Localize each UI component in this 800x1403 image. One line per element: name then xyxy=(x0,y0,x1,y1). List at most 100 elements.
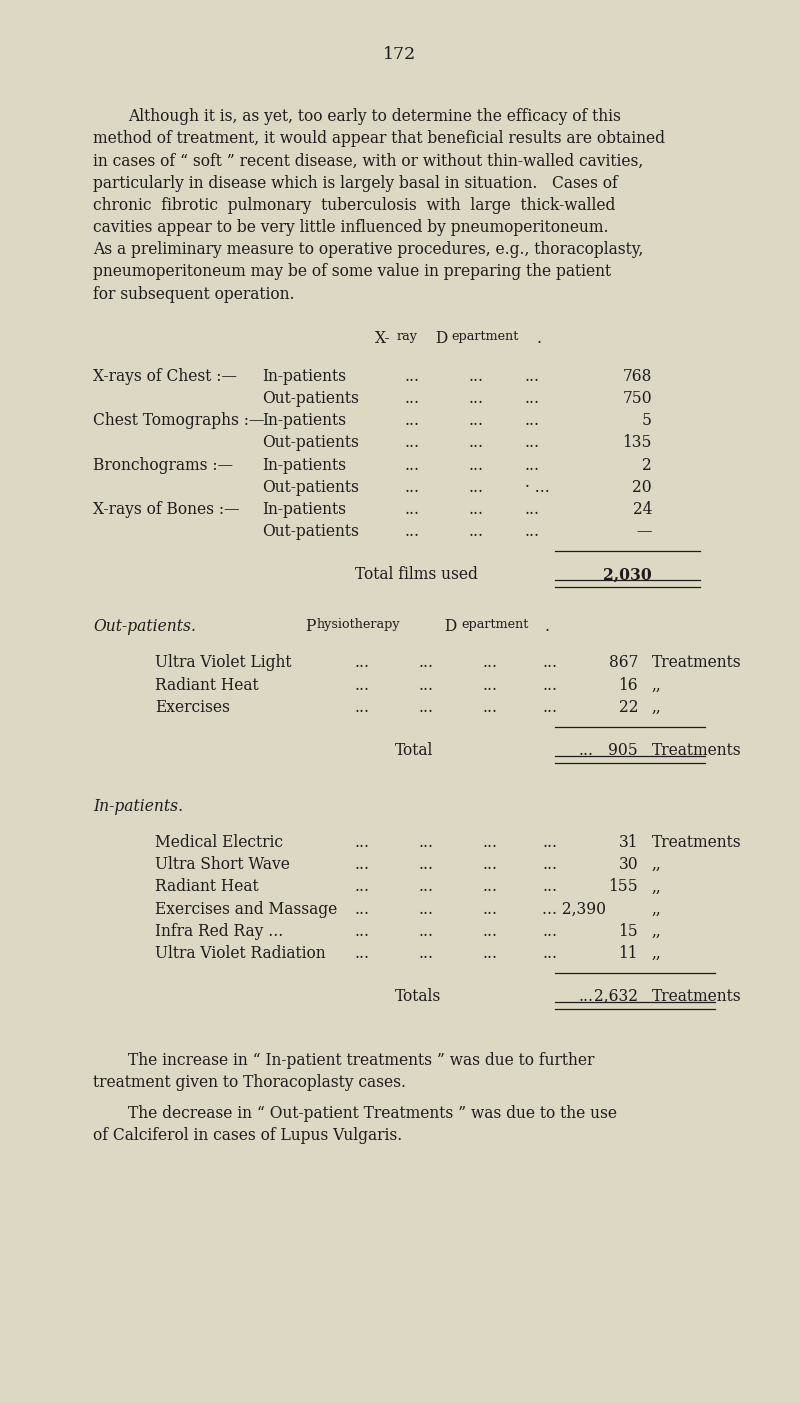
Text: Radiant Heat: Radiant Heat xyxy=(155,878,258,895)
Text: D: D xyxy=(440,619,458,636)
Text: 155: 155 xyxy=(608,878,638,895)
Text: Out-patients: Out-patients xyxy=(262,523,359,540)
Text: ...: ... xyxy=(355,654,370,672)
Text: 750: 750 xyxy=(622,390,652,407)
Text: 867: 867 xyxy=(609,654,638,672)
Text: 20: 20 xyxy=(632,478,652,495)
Text: Out-patients: Out-patients xyxy=(262,478,359,495)
Text: ...: ... xyxy=(405,501,420,518)
Text: .: . xyxy=(537,330,542,347)
Text: ,,: ,, xyxy=(652,923,662,940)
Text: 30: 30 xyxy=(618,856,638,873)
Text: 768: 768 xyxy=(622,368,652,384)
Text: Bronchograms :—: Bronchograms :— xyxy=(93,456,233,474)
Text: Treatments: Treatments xyxy=(652,742,742,759)
Text: ...: ... xyxy=(405,456,420,474)
Text: ...: ... xyxy=(418,923,433,940)
Text: in cases of “ soft ” recent disease, with or without thin-walled cavities,: in cases of “ soft ” recent disease, wit… xyxy=(93,153,643,170)
Text: Out-patients.: Out-patients. xyxy=(93,619,196,636)
Text: Treatments: Treatments xyxy=(652,988,742,1005)
Text: ...: ... xyxy=(482,923,497,940)
Text: 2,632: 2,632 xyxy=(594,988,638,1005)
Text: ...: ... xyxy=(355,946,370,962)
Text: The increase in “ In-patient treatments ” was due to further: The increase in “ In-patient treatments … xyxy=(128,1052,594,1069)
Text: ...: ... xyxy=(355,901,370,918)
Text: ...: ... xyxy=(468,390,483,407)
Text: ...: ... xyxy=(355,856,370,873)
Text: chronic  fibrotic  pulmonary  tuberculosis  with  large  thick-walled: chronic fibrotic pulmonary tuberculosis … xyxy=(93,196,615,213)
Text: Medical Electric: Medical Electric xyxy=(155,833,283,852)
Text: 24: 24 xyxy=(633,501,652,518)
Text: ...: ... xyxy=(578,742,593,759)
Text: ...: ... xyxy=(405,523,420,540)
Text: ,,: ,, xyxy=(652,878,662,895)
Text: In-patients: In-patients xyxy=(262,501,346,518)
Text: In-patients: In-patients xyxy=(262,412,346,429)
Text: In-patients: In-patients xyxy=(262,456,346,474)
Text: ...: ... xyxy=(405,435,420,452)
Text: ...: ... xyxy=(418,654,433,672)
Text: epartment: epartment xyxy=(451,330,518,342)
Text: ...: ... xyxy=(542,923,557,940)
Text: ...: ... xyxy=(418,699,433,716)
Text: ...: ... xyxy=(418,946,433,962)
Text: pneumoperitoneum may be of some value in preparing the patient: pneumoperitoneum may be of some value in… xyxy=(93,264,611,281)
Text: 16: 16 xyxy=(618,676,638,693)
Text: Although it is, as yet, too early to determine the efficacy of this: Although it is, as yet, too early to det… xyxy=(128,108,621,125)
Text: .: . xyxy=(545,619,550,636)
Text: ...: ... xyxy=(405,478,420,495)
Text: 2,030: 2,030 xyxy=(603,567,652,584)
Text: ...: ... xyxy=(355,923,370,940)
Text: cavities appear to be very little influenced by pneumoperitoneum.: cavities appear to be very little influe… xyxy=(93,219,609,236)
Text: ...: ... xyxy=(542,878,557,895)
Text: Total: Total xyxy=(395,742,434,759)
Text: 172: 172 xyxy=(383,46,417,63)
Text: ...: ... xyxy=(482,901,497,918)
Text: ...: ... xyxy=(405,412,420,429)
Text: 31: 31 xyxy=(618,833,638,852)
Text: Exercises: Exercises xyxy=(155,699,230,716)
Text: ...: ... xyxy=(482,676,497,693)
Text: ...: ... xyxy=(482,878,497,895)
Text: ...: ... xyxy=(468,478,483,495)
Text: ...: ... xyxy=(355,878,370,895)
Text: Ultra Violet Radiation: Ultra Violet Radiation xyxy=(155,946,326,962)
Text: particularly in disease which is largely basal in situation.   Cases of: particularly in disease which is largely… xyxy=(93,174,618,192)
Text: Treatments: Treatments xyxy=(652,654,742,672)
Text: In-patients.: In-patients. xyxy=(93,798,183,815)
Text: ...: ... xyxy=(542,654,557,672)
Text: ,,: ,, xyxy=(652,699,662,716)
Text: ...: ... xyxy=(482,833,497,852)
Text: ...: ... xyxy=(525,390,540,407)
Text: Total films used: Total films used xyxy=(355,567,478,584)
Text: ...: ... xyxy=(525,412,540,429)
Text: X-rays of Chest :—: X-rays of Chest :— xyxy=(93,368,237,384)
Text: ,,: ,, xyxy=(652,676,662,693)
Text: ray: ray xyxy=(397,330,418,342)
Text: ...: ... xyxy=(542,699,557,716)
Text: hysiotherapy: hysiotherapy xyxy=(317,619,401,631)
Text: Chest Tomographs :—: Chest Tomographs :— xyxy=(93,412,264,429)
Text: D: D xyxy=(431,330,448,347)
Text: ...: ... xyxy=(418,901,433,918)
Text: ...: ... xyxy=(525,523,540,540)
Text: ,,: ,, xyxy=(652,856,662,873)
Text: 2: 2 xyxy=(642,456,652,474)
Text: ...: ... xyxy=(418,878,433,895)
Text: treatment given to Thoracoplasty cases.: treatment given to Thoracoplasty cases. xyxy=(93,1075,406,1092)
Text: ...: ... xyxy=(542,833,557,852)
Text: ...: ... xyxy=(525,456,540,474)
Text: · ...: · ... xyxy=(525,478,550,495)
Text: Ultra Violet Light: Ultra Violet Light xyxy=(155,654,291,672)
Text: ...: ... xyxy=(525,501,540,518)
Text: The decrease in “ Out-patient Treatments ” was due to the use: The decrease in “ Out-patient Treatments… xyxy=(128,1104,617,1121)
Text: ...: ... xyxy=(542,946,557,962)
Text: ...: ... xyxy=(468,412,483,429)
Text: ...: ... xyxy=(482,654,497,672)
Text: ...: ... xyxy=(542,676,557,693)
Text: X-rays of Bones :—: X-rays of Bones :— xyxy=(93,501,239,518)
Text: ,,: ,, xyxy=(652,946,662,962)
Text: ...: ... xyxy=(482,946,497,962)
Text: ... 2,390: ... 2,390 xyxy=(542,901,606,918)
Text: 135: 135 xyxy=(622,435,652,452)
